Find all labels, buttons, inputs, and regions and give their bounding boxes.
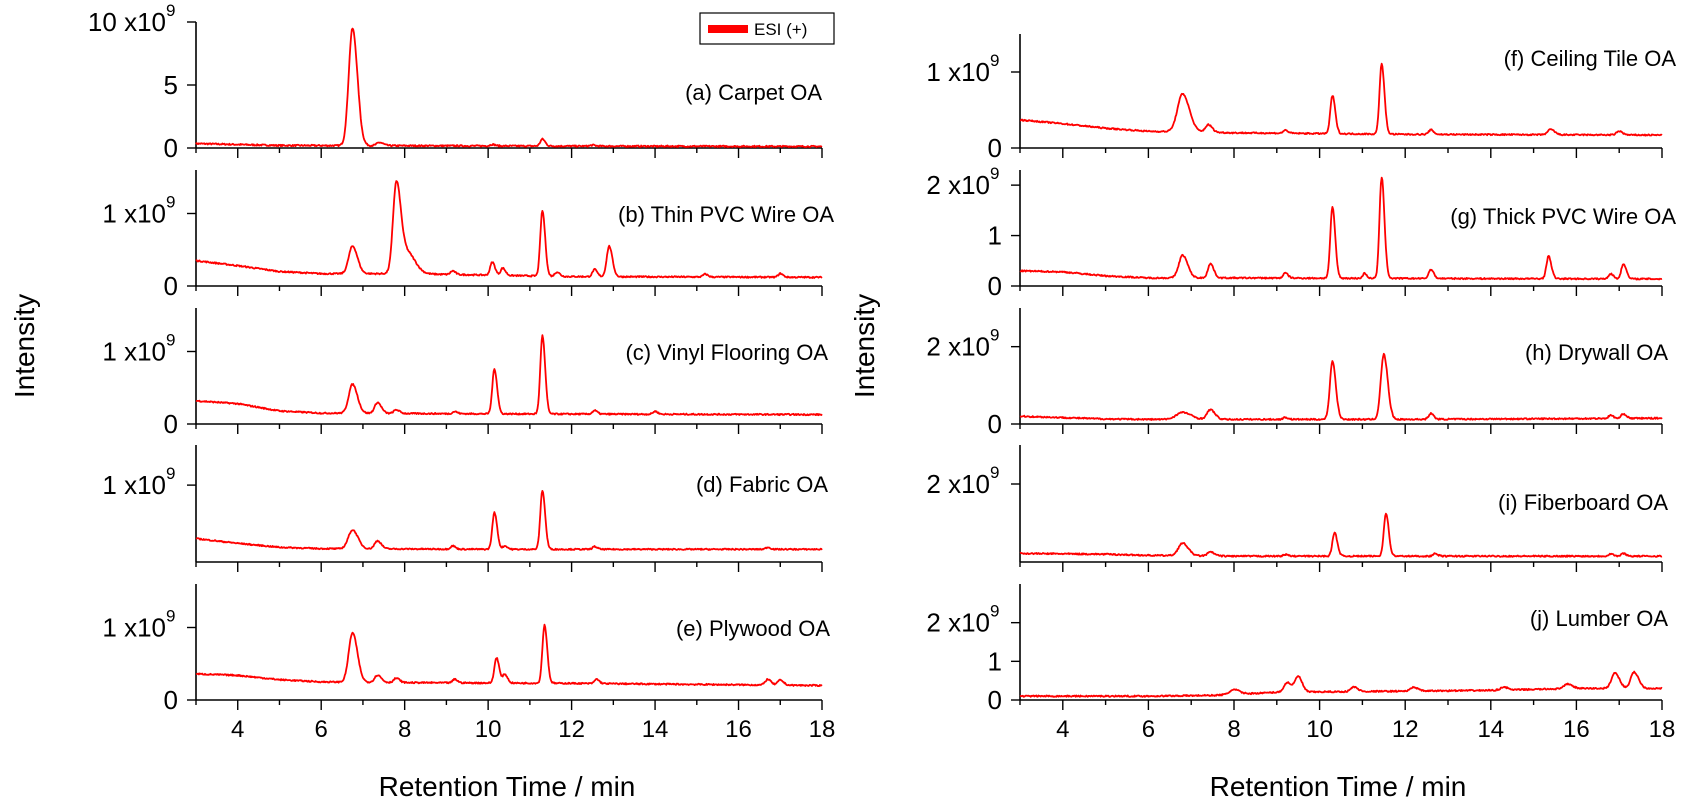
x-tick-label: 16 xyxy=(725,716,752,743)
panel-f: 0 1 x10 9 (f) Ceiling Tile OA xyxy=(926,34,1676,163)
panel-label-b: (b) Thin PVC Wire OA xyxy=(618,202,834,227)
x-tick-label: 6 xyxy=(315,716,328,743)
y-tick-label: 1 x10 xyxy=(102,470,166,500)
x-tick-label: 12 xyxy=(558,716,585,743)
trace-j xyxy=(1019,670,1663,698)
panel-label-i: (i) Fiberboard OA xyxy=(1498,490,1668,515)
y-tick-label: 0 xyxy=(988,409,1002,439)
x-tick-label: 18 xyxy=(1649,716,1676,743)
y-tick-exponent: 9 xyxy=(990,602,999,621)
y-tick-exponent: 9 xyxy=(990,51,999,70)
legend-swatch xyxy=(708,25,748,33)
y-tick-label: 5 xyxy=(164,70,178,100)
y-tick-label: 1 x10 xyxy=(926,57,990,87)
panel-label-h: (h) Drywall OA xyxy=(1525,340,1668,365)
x-axis-label-right: Retention Time / min xyxy=(1210,771,1467,800)
panel-d: 1 x10 9 (d) Fabric OA xyxy=(102,445,828,572)
x-tick-label: 18 xyxy=(809,716,836,743)
panel-label-d: (d) Fabric OA xyxy=(696,472,828,497)
y-tick-exponent: 9 xyxy=(166,607,175,626)
x-tick-label: 12 xyxy=(1392,716,1419,743)
x-tick-label: 6 xyxy=(1142,716,1155,743)
y-tick-exponent: 9 xyxy=(166,1,175,20)
panel-a: 0 5 10 x10 9 (a) Carpet OA xyxy=(88,1,823,163)
y-tick-label: 1 xyxy=(988,221,1002,251)
trace-b xyxy=(195,180,823,279)
trace-d xyxy=(195,490,823,551)
x-tick-label: 8 xyxy=(1227,716,1240,743)
legend-label: ESI (+) xyxy=(754,20,807,39)
trace-c xyxy=(195,334,823,417)
trace-g xyxy=(1019,176,1663,281)
y-tick-label: 10 x10 xyxy=(88,7,166,37)
y-tick-label: 1 x10 xyxy=(102,613,166,643)
y-tick-label: 1 xyxy=(988,646,1002,676)
y-tick-exponent: 9 xyxy=(990,463,999,482)
panel-label-c: (c) Vinyl Flooring OA xyxy=(625,340,828,365)
panel-label-j: (j) Lumber OA xyxy=(1530,606,1668,631)
y-tick-label: 2 x10 xyxy=(926,332,990,362)
y-tick-label: 1 x10 xyxy=(102,337,166,367)
y-tick-label: 1 x10 xyxy=(102,199,166,229)
panel-label-a: (a) Carpet OA xyxy=(685,80,822,105)
y-tick-label: 2 x10 xyxy=(926,469,990,499)
y-tick-exponent: 9 xyxy=(166,331,175,350)
x-tick-label: 10 xyxy=(1306,716,1333,743)
y-axis-label-left: Intensity xyxy=(9,294,40,398)
y-tick-label: 0 xyxy=(164,271,178,301)
trace-f xyxy=(1019,62,1663,137)
y-tick-label: 0 xyxy=(988,271,1002,301)
panel-label-g: (g) Thick PVC Wire OA xyxy=(1450,204,1676,229)
x-tick-label: 14 xyxy=(642,716,669,743)
panel-c: 0 1 x10 9 (c) Vinyl Flooring OA xyxy=(102,308,828,439)
panel-i: 2 x10 9 (i) Fiberboard OA xyxy=(926,445,1668,572)
y-tick-exponent: 9 xyxy=(990,164,999,183)
y-axis-label-right: Intensity xyxy=(849,294,880,398)
panel-e: 4 6 8 10 12 14 16 18 0 1 x10 9 (e) Plywood OA xyxy=(102,584,835,743)
panel-j: 4 6 8 10 12 14 16 18 0 1 2 x10 9 (j) Lumber OA xyxy=(926,584,1675,743)
x-tick-label: 10 xyxy=(475,716,502,743)
y-tick-exponent: 9 xyxy=(990,326,999,345)
y-tick-label: 2 x10 xyxy=(926,608,990,638)
panel-label-f: (f) Ceiling Tile OA xyxy=(1504,46,1677,71)
panel-g: 0 1 2 x10 9 (g) Thick PVC Wire OA xyxy=(926,164,1676,301)
panel-label-e: (e) Plywood OA xyxy=(676,616,830,641)
y-tick-label: 0 xyxy=(164,685,178,715)
y-tick-label: 2 x10 xyxy=(926,170,990,200)
panel-h: 0 2 x10 9 (h) Drywall OA xyxy=(926,308,1668,439)
x-tick-label: 4 xyxy=(231,716,244,743)
x-axis-label-left: Retention Time / min xyxy=(379,771,636,800)
x-tick-label: 4 xyxy=(1056,716,1069,743)
y-tick-label: 0 xyxy=(164,133,178,163)
panel-b: 0 1 x10 9 (b) Thin PVC Wire OA xyxy=(102,170,834,301)
y-tick-label: 0 xyxy=(164,409,178,439)
y-tick-label: 0 xyxy=(988,133,1002,163)
x-tick-label: 14 xyxy=(1477,716,1504,743)
y-tick-label: 0 xyxy=(988,685,1002,715)
trace-a xyxy=(195,27,823,148)
y-tick-exponent: 9 xyxy=(166,464,175,483)
legend: ESI (+) xyxy=(699,12,835,45)
trace-h xyxy=(1019,352,1663,421)
x-tick-label: 8 xyxy=(398,716,411,743)
trace-i xyxy=(1019,512,1663,558)
y-tick-exponent: 9 xyxy=(166,193,175,212)
trace-e xyxy=(195,623,823,687)
x-tick-label: 16 xyxy=(1563,716,1590,743)
